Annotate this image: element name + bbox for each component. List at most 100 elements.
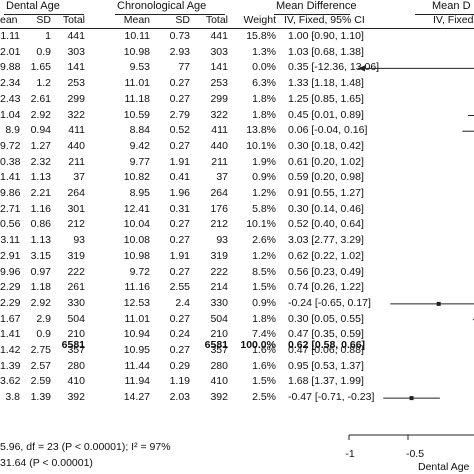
cell-mean1: 2.43 bbox=[0, 92, 21, 105]
cell-total2: 280 bbox=[210, 359, 228, 372]
cell-total2: 319 bbox=[210, 249, 228, 262]
cell-sd1: 0.9 bbox=[36, 45, 51, 58]
col-plot-method: IV, Fixed bbox=[433, 14, 474, 26]
axis-tick-neg1: -1 bbox=[345, 448, 355, 460]
cell-weight: 0.0% bbox=[252, 61, 276, 74]
cell-total2: 141 bbox=[210, 61, 228, 74]
cell-ci: 0.52 [0.40, 0.64] bbox=[288, 218, 364, 231]
col-total2: Total bbox=[205, 14, 228, 26]
cell-mean2: 10.95 bbox=[123, 344, 150, 356]
cell-ci: 1.25 [0.85, 1.65] bbox=[288, 92, 364, 105]
cell-ci: 0.47 [0.06, 0.88] bbox=[288, 344, 364, 356]
cell-sd1: 2.59 bbox=[30, 375, 51, 388]
cell-ci: 0.59 [0.20, 0.98] bbox=[288, 171, 364, 184]
cell-total1: 441 bbox=[67, 30, 85, 42]
axis-tick-neg05: -0.5 bbox=[405, 448, 425, 460]
cell-ci: 0.35 [-12.36, 13.06] bbox=[288, 61, 380, 74]
cell-sd1: 1.2 bbox=[36, 77, 51, 90]
cell-total2: 264 bbox=[210, 187, 228, 199]
axis-label: Dental Age bbox=[418, 461, 470, 473]
cell-ci: 0.56 [0.23, 0.49] bbox=[288, 265, 364, 278]
cell-weight: 0.9% bbox=[252, 296, 276, 309]
cell-mean1: 2.29 bbox=[0, 296, 21, 309]
ci-arrow bbox=[358, 65, 365, 72]
cell-total1: 411 bbox=[68, 124, 85, 137]
cell-mean1: 2.29 bbox=[0, 281, 21, 294]
cell-mean2: 9.72 bbox=[129, 265, 150, 278]
heterogeneity-text: 5.96, df = 23 (P < 0.00001); I² = 97% bbox=[0, 441, 171, 453]
cell-total2: 303 bbox=[210, 45, 228, 58]
chronological-age-header: Chronological Age bbox=[117, 0, 207, 12]
cell-weight: 1.8% bbox=[252, 312, 276, 325]
cell-sd2: 0.29 bbox=[169, 359, 190, 372]
point-estimate bbox=[436, 301, 441, 306]
cell-ci: 0.45 [0.01, 0.89] bbox=[288, 108, 364, 121]
cell-total1: 261 bbox=[67, 281, 85, 294]
cell-sd1: 1.27 bbox=[30, 139, 51, 152]
cell-ci: 3.03 [2.77, 3.29] bbox=[288, 234, 364, 247]
cell-sd2: 1.96 bbox=[169, 187, 190, 199]
cell-total1: 93 bbox=[73, 234, 85, 247]
total-weight: 100.0% bbox=[240, 339, 276, 351]
total-ci: 0.62 [0.58, 0.66] bbox=[288, 339, 366, 351]
cell-sd2: 0.52 bbox=[169, 124, 190, 137]
cell-mean1: 2.71 bbox=[0, 202, 21, 215]
cell-weight: 6.3% bbox=[252, 77, 276, 90]
cell-mean2: 10.82 bbox=[123, 171, 150, 184]
total-n2: 6581 bbox=[204, 339, 228, 351]
cell-sd2: 2.4 bbox=[175, 296, 190, 309]
cell-sd2: 2.55 bbox=[169, 281, 190, 294]
mean-difference-header: Mean Difference bbox=[276, 0, 357, 12]
total-n1: 6581 bbox=[61, 339, 85, 351]
col-mean1: ean bbox=[0, 14, 18, 26]
cell-sd1: 3.15 bbox=[30, 249, 51, 262]
cell-total1: 37 bbox=[73, 171, 85, 184]
cell-weight: 1.3% bbox=[252, 45, 276, 58]
cell-sd1: 2.92 bbox=[30, 296, 51, 309]
cell-total2: 330 bbox=[210, 296, 228, 309]
cell-mean1: 2.01 bbox=[0, 45, 21, 58]
cell-mean2: 10.98 bbox=[123, 45, 150, 58]
cell-mean2: 11.01 bbox=[124, 312, 151, 325]
cell-sd1: 1.13 bbox=[30, 171, 51, 184]
cell-sd1: 1.39 bbox=[30, 391, 51, 404]
cell-mean2: 8.95 bbox=[129, 187, 150, 199]
cell-sd2: 0.27 bbox=[169, 234, 190, 247]
cell-weight: 2.5% bbox=[252, 391, 276, 404]
cell-weight: 7.4% bbox=[252, 328, 276, 341]
cell-total1: 440 bbox=[67, 139, 85, 152]
cell-total1: 222 bbox=[67, 265, 85, 278]
cell-weight: 10.1% bbox=[246, 139, 276, 152]
cell-weight: 2.6% bbox=[252, 234, 276, 247]
cell-ci: 0.30 [0.05, 0.55] bbox=[288, 312, 364, 325]
cell-sd1: 0.9 bbox=[36, 328, 51, 341]
cell-mean2: 12.53 bbox=[123, 296, 150, 309]
cell-total1: 330 bbox=[67, 296, 85, 309]
cell-sd2: 0.27 bbox=[169, 77, 190, 90]
plot-underline bbox=[415, 14, 474, 15]
cell-sd1: 0.97 bbox=[30, 265, 51, 278]
cell-weight: 1.6% bbox=[252, 344, 276, 356]
cell-mean1: 3.11 bbox=[0, 234, 20, 247]
cell-ci: 0.62 [0.22, 1.02] bbox=[288, 249, 364, 262]
col-total1: Total bbox=[62, 14, 85, 26]
cell-total2: 93 bbox=[216, 234, 228, 247]
cell-weight: 1.8% bbox=[252, 92, 276, 105]
cell-mean1: 1.39 bbox=[0, 359, 21, 372]
cell-total2: 176 bbox=[210, 202, 228, 215]
cell-sd1: 1 bbox=[45, 30, 51, 42]
cell-ci: 0.06 [-0.04, 0.16] bbox=[288, 124, 368, 137]
cell-total2: 211 bbox=[211, 155, 228, 168]
cell-mean2: 8.84 bbox=[129, 124, 150, 137]
cell-sd1: 1.18 bbox=[30, 281, 51, 294]
cell-mean1: 9.88 bbox=[0, 61, 21, 74]
cell-sd2: 77 bbox=[178, 61, 190, 74]
col-sd2: SD bbox=[175, 14, 190, 26]
cell-mean2: 10.94 bbox=[123, 328, 150, 341]
cell-total2: 440 bbox=[210, 139, 228, 152]
cell-mean2: 10.59 bbox=[123, 108, 150, 121]
cell-total2: 392 bbox=[210, 391, 228, 404]
cell-total1: 319 bbox=[67, 249, 85, 262]
point-estimate bbox=[409, 396, 414, 401]
cell-mean1: 0.56 bbox=[0, 218, 21, 231]
